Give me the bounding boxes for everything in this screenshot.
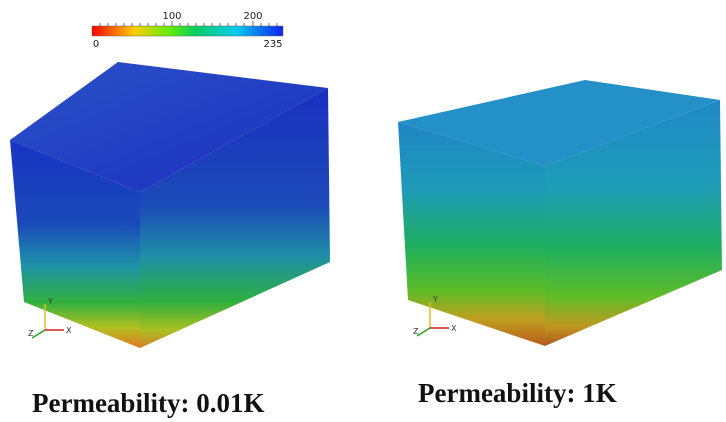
axis-label: Y [432,295,438,304]
colorbar-gradient [91,25,284,37]
axis-label: Z [413,327,419,336]
box-front [10,140,140,348]
caption: Permeability: 0.01K [32,388,264,418]
box-left [10,62,330,348]
axis-label: Z [28,329,34,338]
axis-triad: Y Z X [413,295,457,337]
axis-label: X [451,324,457,333]
axis-label: Y [47,297,53,306]
box-side [545,100,722,346]
colorbar: 100 200 0 235 [91,11,284,50]
caption: Permeability: 1K [418,378,617,408]
colorbar-max: 235 [263,39,282,50]
colorbar-min: 0 [93,39,99,50]
box-top [398,80,720,166]
colorbar-label: 100 [162,11,181,22]
axis-triad: Y Z X [28,297,72,339]
colorbar-ticks [99,21,278,26]
colorbar-label: 200 [243,11,262,22]
axis-label: X [66,326,72,335]
box-right [398,80,722,346]
box-side [140,88,330,348]
box-front [398,122,545,346]
box-top [10,62,328,192]
